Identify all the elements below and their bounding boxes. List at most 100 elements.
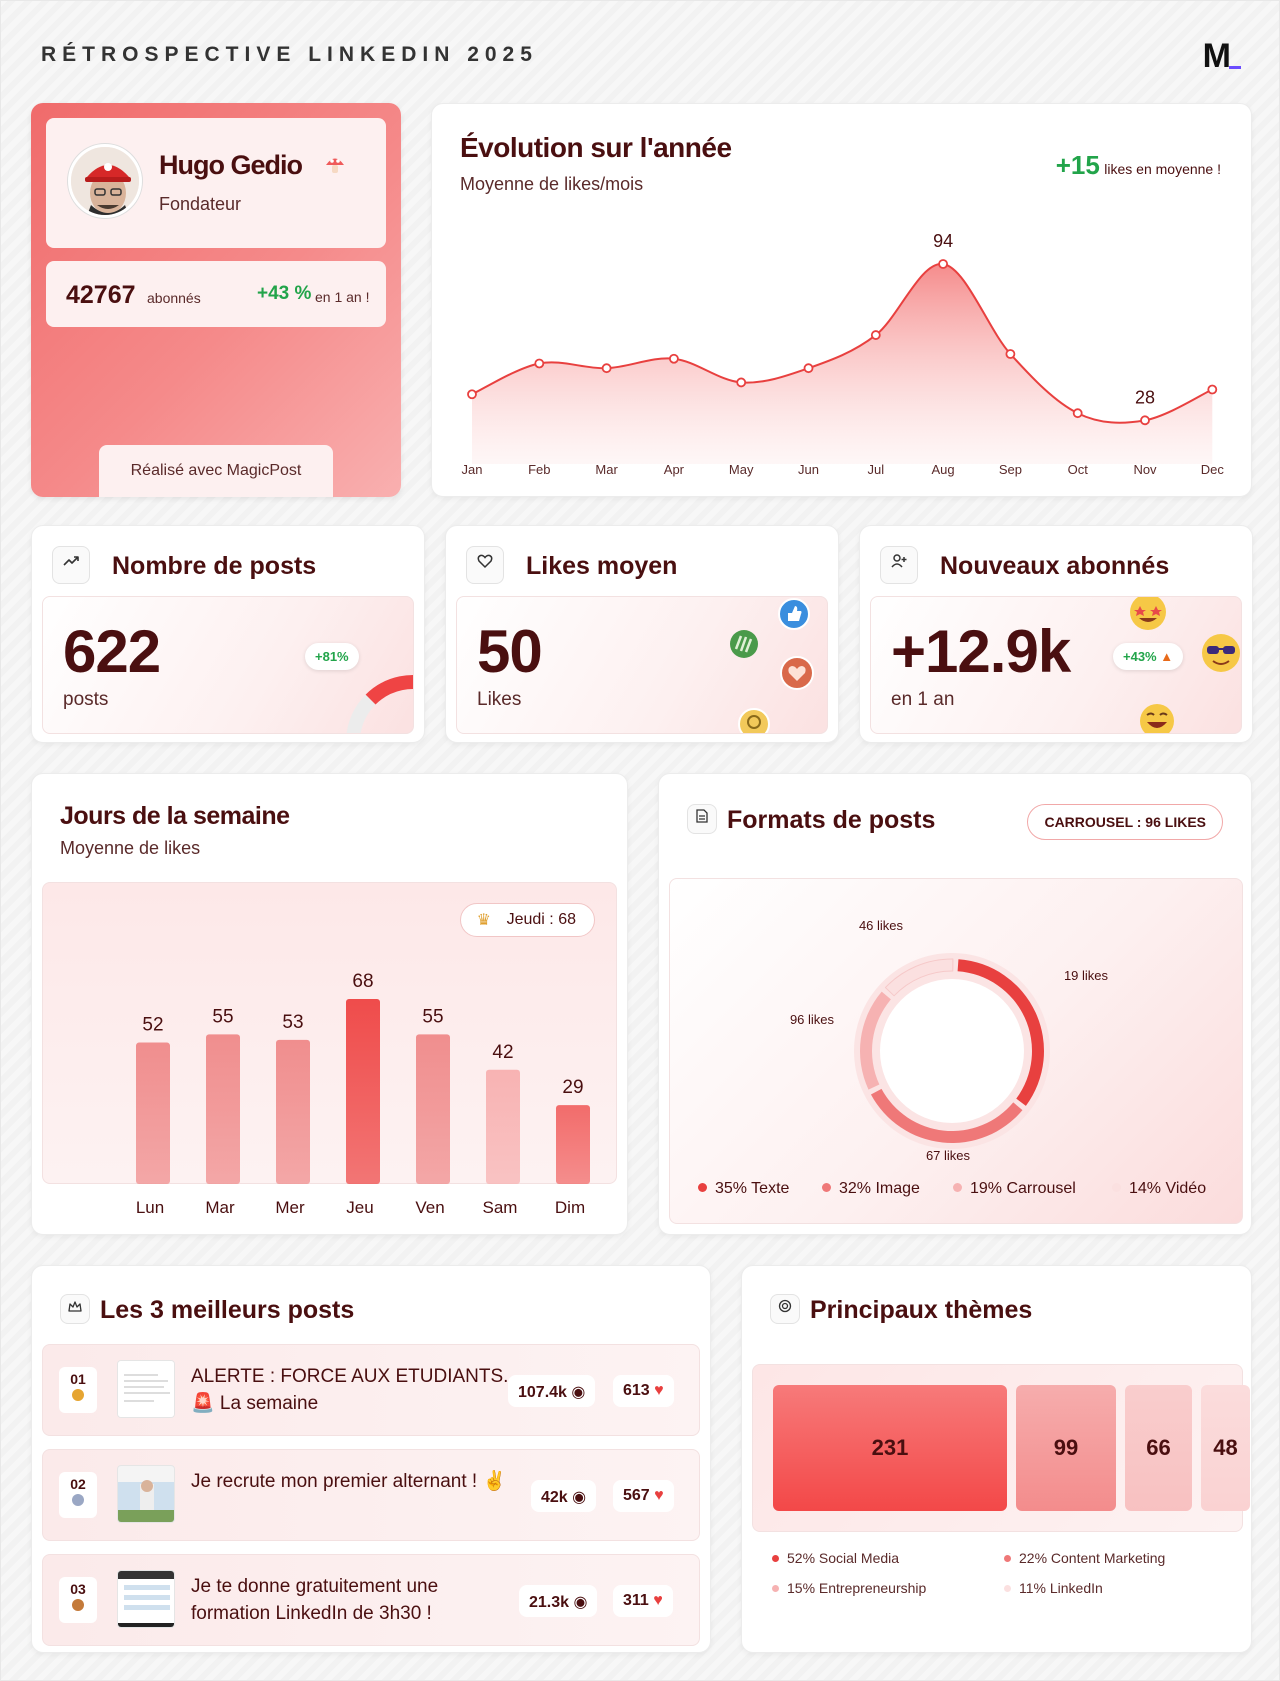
post-views: 42k ◉ (531, 1480, 597, 1512)
best-day-badge: ♛ Jeudi : 68 (459, 903, 595, 937)
profile-card: Hugo Gedio Fondateur 42767 abonnés +43 %… (31, 103, 401, 497)
bar-value-label: 53 (282, 1012, 303, 1033)
donut-likes-label: 19 likes (1064, 968, 1109, 983)
legend-label: 35% Texte (715, 1180, 790, 1197)
weekday-label: Sam (483, 1198, 518, 1217)
donut-segment-vidéo (884, 958, 954, 997)
reaction-love-icon (780, 656, 814, 690)
crown-icon (60, 1294, 90, 1324)
legend-label: 32% Image (839, 1180, 920, 1197)
made-with-magicpost[interactable]: Réalisé avec MagicPost (99, 445, 333, 497)
evolution-point (803, 363, 814, 374)
evolution-point (1005, 349, 1016, 359)
theme-tile[interactable]: 66 (1125, 1385, 1192, 1511)
evolution-delta: +15 likes en moyenne ! (1056, 150, 1221, 181)
posts-stat-card: Nombre de posts 622 posts +81% (31, 525, 425, 743)
theme-legend-item: 22% Content Marketing (1004, 1550, 1165, 1566)
theme-legend-label: 11% LinkedIn (1019, 1580, 1103, 1596)
post-row[interactable]: 01 ALERTE : FORCE AUX ETUDIANTS. 🚨 La se… (42, 1344, 700, 1436)
evolution-point (1207, 384, 1218, 395)
post-thumbnail (117, 1360, 175, 1418)
star-eyes-emoji-icon (1130, 597, 1166, 630)
weekday-label: Ven (415, 1198, 444, 1217)
post-rank: 01 (59, 1367, 97, 1413)
evolution-card: Évolution sur l'année Moyenne de likes/m… (431, 103, 1252, 497)
post-likes: 567 ♥ (613, 1480, 674, 1512)
sunglasses-emoji-icon (1202, 634, 1240, 672)
eye-icon: ◉ (572, 1489, 587, 1506)
followers-box: 42767 abonnés +43 % en 1 an ! (46, 261, 386, 327)
weekday-label: Mer (275, 1198, 305, 1217)
gauge-fill (365, 675, 413, 705)
post-text: Je recrute mon premier alternant ! ✌️ (191, 1471, 507, 1492)
month-label: Aug (932, 462, 955, 477)
new-followers-title: Nouveaux abonnés (940, 552, 1170, 580)
donut-segment-carrousel (860, 991, 891, 1090)
evolution-point (1072, 408, 1083, 419)
bar-value-label: 55 (422, 1006, 443, 1027)
weekday-chart: 52 Lun 55 Mar 53 Mer 68 Jeu 55 Ven 42 Sam 29 Dim (136, 971, 590, 1217)
post-likes: 311 ♥ (613, 1585, 673, 1617)
bar-value-label: 68 (352, 971, 373, 992)
likes-value: 311 (623, 1592, 649, 1609)
evolution-point (938, 259, 949, 269)
likes-panel: 50 Likes (456, 596, 828, 734)
donut-likes-label: 46 likes (859, 918, 904, 933)
theme-legend-label: 15% Entrepreneurship (787, 1580, 927, 1596)
weekday-bar (346, 999, 380, 1184)
weekday-card: Jours de la semaine Moyenne de likes ♛ Je… (31, 773, 628, 1235)
theme-legend-item: 15% Entrepreneurship (772, 1580, 926, 1596)
heart-filled-icon: ♥ (653, 1592, 663, 1609)
month-label: May (729, 462, 754, 477)
post-likes: 613 ♥ (613, 1375, 674, 1407)
theme-tile[interactable]: 48 (1201, 1385, 1250, 1511)
views-value: 107.4k (518, 1384, 567, 1401)
themes-title: Principaux thèmes (810, 1296, 1033, 1324)
legend-item-video: 14% Vidéo (1112, 1180, 1206, 1198)
weekday-bar (416, 1034, 450, 1184)
followers-label: abonnés (147, 290, 201, 306)
evolution-point (467, 389, 477, 400)
evolution-title: Évolution sur l'année (460, 132, 732, 163)
post-thumbnail (117, 1465, 175, 1523)
mushroom-icon (326, 158, 344, 173)
post-row[interactable]: 02 Je recrute mon premier alternant ! ✌️… (42, 1449, 700, 1541)
post-row[interactable]: 03 Je te donne gratuitement une formatio… (42, 1554, 700, 1646)
month-label: Oct (1068, 462, 1089, 477)
new-followers-growth: +43% (1123, 649, 1157, 664)
weekday-bar (206, 1034, 240, 1184)
legend-label: 19% Carrousel (970, 1180, 1076, 1197)
likes-value: 613 (623, 1382, 650, 1399)
legend-item-texte: 35% Texte (698, 1180, 789, 1198)
trophy-icon: ♛ (476, 912, 491, 929)
legend-dot (1112, 1183, 1121, 1192)
bar-value-label: 29 (562, 1077, 583, 1098)
posts-panel: 622 posts +81% (42, 596, 414, 734)
weekday-label: Lun (136, 1198, 164, 1217)
evolution-point (534, 358, 545, 369)
top-posts-title: Les 3 meilleurs posts (100, 1296, 355, 1324)
legend-dot (772, 1585, 779, 1592)
posts-gauge (346, 675, 413, 733)
themes-treemap-panel: 231 99 66 48 (752, 1364, 1250, 1532)
bronze-medal-icon (72, 1599, 84, 1611)
weekday-label: Jeu (346, 1198, 373, 1217)
month-label: Jun (798, 462, 819, 477)
month-label: Mar (595, 462, 618, 477)
evolution-point (870, 330, 881, 340)
page-title: RÉTROSPECTIVE LINKEDIN 2025 (41, 43, 538, 66)
new-followers-growth-pill: +43% ▲ (1113, 643, 1184, 670)
delta-label: likes en moyenne ! (1104, 161, 1221, 177)
formats-title: Formats de posts (727, 806, 936, 834)
weekday-bar (556, 1105, 590, 1184)
bar-value-label: 55 (212, 1006, 233, 1027)
post-text: Je te donne gratuitement une formation L… (191, 1576, 439, 1624)
theme-tile[interactable]: 99 (1016, 1385, 1116, 1511)
avatar[interactable] (68, 144, 142, 218)
profile-box: Hugo Gedio Fondateur (46, 118, 386, 248)
theme-tile[interactable]: 231 (773, 1385, 1007, 1511)
likes-value: 567 (623, 1487, 650, 1504)
point-value-label: 94 (933, 231, 953, 251)
point-value-label: 28 (1135, 387, 1155, 407)
